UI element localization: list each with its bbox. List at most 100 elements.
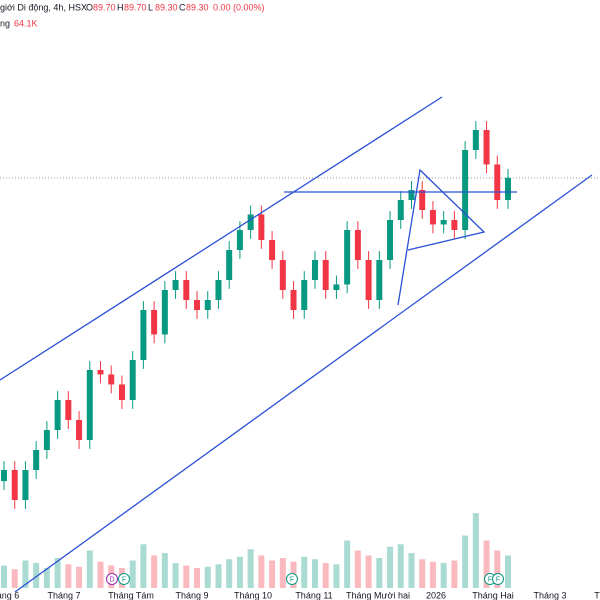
volume-bar — [365, 555, 372, 588]
triangle-pattern — [397, 168, 486, 306]
volume-bar — [204, 566, 211, 588]
change: 0.00 (0.00%) — [213, 2, 265, 12]
candle-body — [22, 470, 29, 500]
candle-body — [108, 374, 115, 385]
candle-body — [183, 280, 190, 300]
candle-body — [322, 260, 329, 290]
event-marker — [106, 573, 118, 585]
ohlc-label: H — [117, 2, 124, 12]
volume-bar — [333, 564, 340, 588]
volume-bar — [505, 555, 511, 588]
candle-body — [311, 260, 318, 280]
ohlc-value: 89.30 — [155, 2, 178, 12]
volume-bar — [140, 544, 147, 588]
volume-bar — [76, 566, 83, 588]
volume-bar — [11, 569, 18, 588]
candle-body — [408, 190, 415, 200]
candle-body — [1, 470, 7, 482]
volume-bar — [183, 565, 190, 588]
candle-body — [118, 384, 125, 400]
candle-body — [279, 260, 286, 290]
event-marker — [118, 573, 130, 585]
candle-body — [129, 360, 136, 400]
symbol: giới Di động, 4h, HSX — [0, 2, 87, 12]
volume-bar — [194, 568, 201, 588]
event-marker-label: D — [109, 576, 114, 583]
x-axis-label: Tháng Hai — [472, 590, 514, 600]
candle-body — [204, 300, 211, 310]
candle-body — [215, 280, 222, 300]
volume-bar — [483, 540, 490, 588]
volume-bar — [387, 546, 394, 588]
x-axis-label: Tháng Tám — [108, 590, 154, 600]
candle-body — [451, 220, 458, 230]
volume-bar — [151, 555, 158, 588]
candle-body — [247, 214, 254, 230]
event-marker — [492, 573, 504, 585]
candle-body — [494, 164, 501, 200]
candle-body — [86, 370, 93, 440]
channel-upper — [0, 96, 443, 381]
candle-body — [269, 240, 276, 260]
volume-label: ng — [0, 18, 10, 28]
event-marker-label: F — [290, 576, 294, 583]
volume-bar — [301, 556, 308, 588]
candle-body — [344, 230, 351, 285]
x-axis-label: Tháng 3 — [533, 590, 566, 600]
candle-body — [33, 450, 40, 470]
ohlc-label: C — [179, 2, 186, 12]
header: giới Di động, 4h, HSX ng 64.1K O 89.70 H 89… — [0, 2, 265, 28]
x-axis-label: Tháng 9 — [175, 590, 208, 600]
volume-bar — [322, 563, 329, 588]
volume-bar — [22, 560, 29, 588]
volume-bar — [451, 560, 458, 588]
volume-bar — [33, 563, 40, 588]
volume-bar — [376, 558, 383, 588]
candle-body — [387, 220, 394, 260]
volume-bar — [397, 544, 404, 588]
candle-body — [194, 300, 201, 310]
ohlc-label: L — [148, 2, 153, 12]
event-marker — [286, 573, 298, 585]
volume-bar — [236, 556, 243, 588]
candle-body — [365, 260, 372, 300]
x-axis-label: Tháng 7 — [47, 590, 80, 600]
x-axis-label: áng 6 — [0, 590, 19, 600]
ohlc-label: O — [86, 2, 93, 12]
volume-bar — [344, 540, 351, 588]
volume-bar — [226, 559, 233, 588]
volume-bar — [247, 549, 254, 588]
volume-bar — [440, 563, 447, 588]
candle-body — [43, 430, 50, 450]
candle-body — [301, 280, 308, 310]
volume-bar — [129, 560, 136, 588]
x-axis-label: T — [594, 590, 600, 600]
volume-bar — [429, 561, 436, 588]
volume-bar — [279, 558, 286, 588]
candle-body — [333, 284, 340, 290]
volume-bar — [65, 564, 72, 588]
candle-body — [161, 290, 168, 335]
volume-bar — [54, 558, 61, 588]
candle-body — [419, 190, 426, 210]
ohlc-value: 89.70 — [93, 2, 116, 12]
x-axis-label: 2026 — [426, 590, 446, 600]
ohlc-value: 89.30 — [186, 2, 209, 12]
candle-body — [258, 214, 265, 240]
volume-bar — [258, 555, 265, 588]
candle-body — [11, 470, 18, 500]
volume-bar — [311, 559, 318, 588]
candle-body — [483, 130, 490, 165]
candle-body — [54, 400, 61, 430]
x-axis-label: Tháng Mười hai — [346, 590, 410, 600]
channel-lower — [14, 174, 593, 593]
volume-bar — [97, 561, 104, 588]
x-axis-label: Tháng 11 — [295, 590, 332, 600]
candle-body — [354, 230, 361, 260]
candle-body — [376, 260, 383, 300]
candle-body — [472, 130, 479, 150]
volume-bar — [472, 513, 479, 588]
event-marker-label: F — [122, 576, 126, 583]
